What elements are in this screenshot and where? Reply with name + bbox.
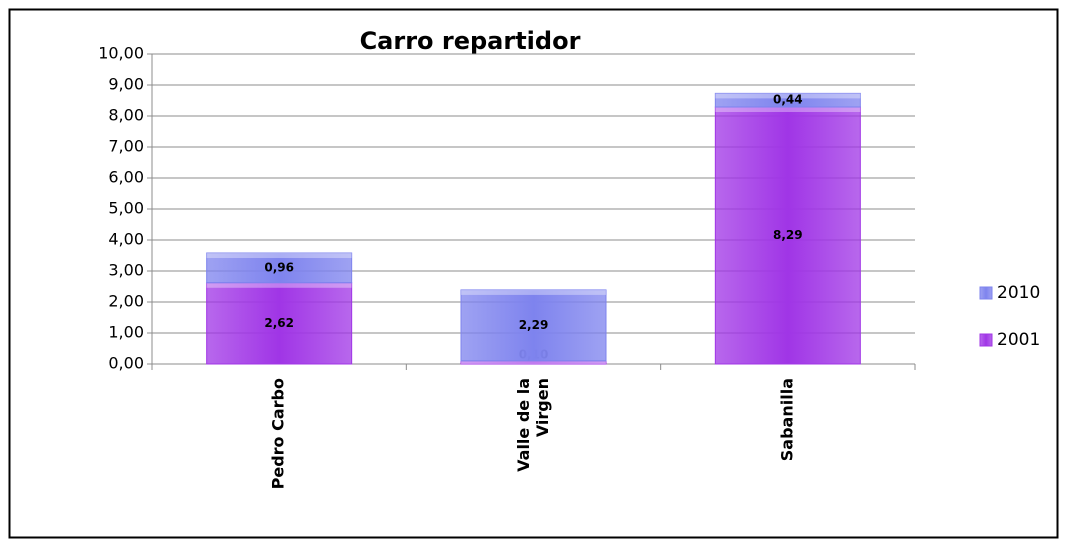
value-label: 0,44 (773, 93, 803, 107)
bar-segment (206, 252, 353, 284)
y-tick-label: 10,00 (98, 44, 144, 63)
y-tick-label: 7,00 (108, 137, 144, 156)
x-tick-label: Sabanilla (777, 378, 796, 461)
legend-swatch (979, 286, 993, 300)
y-tick-label: 3,00 (108, 261, 144, 280)
bar-highlight (461, 289, 606, 295)
x-tick-label-line: Valle de la (514, 378, 533, 472)
y-tick-label: 8,00 (108, 106, 144, 125)
bar-segment (714, 106, 861, 365)
bar-segment (714, 92, 861, 108)
value-label: 2,62 (264, 316, 294, 330)
y-tick-label: 6,00 (108, 168, 144, 187)
chart-title: Carro repartidor (360, 27, 581, 55)
bar-segment (206, 282, 353, 365)
value-label: 0,96 (264, 260, 294, 274)
chart-frame (8, 8, 1059, 539)
x-tick-label: Pedro Carbo (269, 378, 288, 489)
bar-highlight (206, 253, 352, 259)
y-tick-label: 9,00 (108, 75, 144, 94)
value-label: 8,29 (773, 228, 803, 242)
bar-highlight (206, 282, 352, 288)
y-tick-label: 1,00 (108, 323, 144, 342)
bar-highlight (715, 107, 861, 113)
bar-segment (460, 289, 607, 362)
y-tick-label: 0,00 (108, 354, 144, 373)
y-tick-label: 4,00 (108, 230, 144, 249)
legend-label: 2001 (997, 330, 1040, 350)
y-tick-label: 2,00 (108, 292, 144, 311)
value-label: 2,29 (519, 318, 549, 332)
y-tick-label: 5,00 (108, 199, 144, 218)
x-tick-label-line: Virgen (533, 378, 552, 437)
bar-highlight (461, 360, 606, 364)
legend-label: 2010 (997, 283, 1040, 303)
legend-swatch (979, 333, 993, 347)
x-tick-label: Valle de laVirgen (514, 378, 552, 472)
bar-highlight (715, 93, 861, 99)
